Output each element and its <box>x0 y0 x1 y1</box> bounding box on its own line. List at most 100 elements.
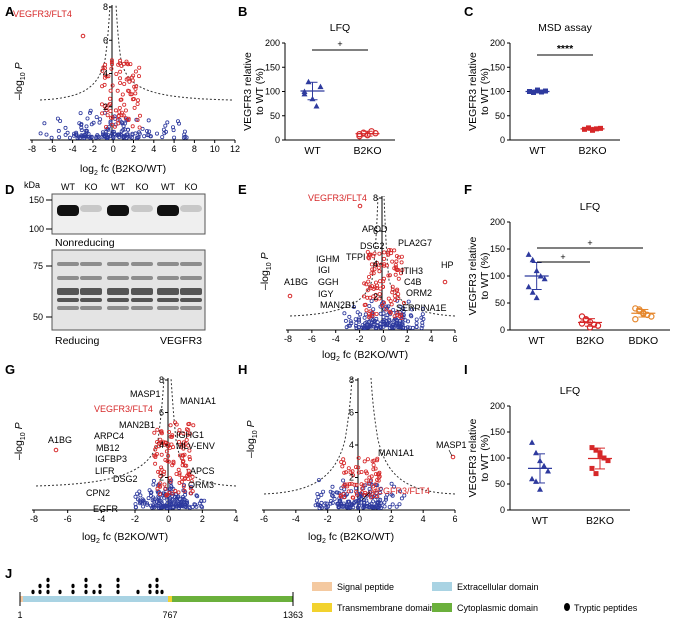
data-point <box>176 467 181 472</box>
blot-band <box>180 298 202 302</box>
data-point <box>529 475 535 482</box>
data-point <box>370 499 375 504</box>
data-point <box>128 92 133 97</box>
data-point <box>382 250 387 255</box>
panel-label-a: A <box>5 4 15 19</box>
significance-label: **** <box>557 43 574 55</box>
data-point <box>168 423 173 428</box>
volcano-a-xticks: -8 -6 -4 -2 0 2 4 6 8 10 12 <box>28 140 240 154</box>
volcano-e-label: PLA2G7 <box>398 238 432 248</box>
x-tick-label: 0 <box>111 144 116 154</box>
data-point <box>321 489 326 494</box>
data-point <box>348 319 353 324</box>
data-point <box>375 500 380 505</box>
signal-peptide-segment <box>20 596 23 602</box>
y-tick-label: 8 <box>103 2 108 12</box>
data-point <box>361 483 366 488</box>
data-point <box>119 110 124 115</box>
data-point <box>165 498 170 503</box>
data-point <box>110 115 115 120</box>
data-point <box>362 459 367 464</box>
data-point <box>162 482 167 487</box>
data-point <box>350 469 355 474</box>
data-point <box>347 314 352 319</box>
panel-label-j: J <box>5 566 12 581</box>
volcano-g-xlabel: log2 fc (B2KO/WT) <box>82 531 168 545</box>
data-point <box>108 119 113 124</box>
x-tick-label: 2 <box>389 514 394 524</box>
data-point <box>593 471 599 477</box>
data-point <box>313 103 320 109</box>
volcano-g-label: CPN2 <box>86 488 110 498</box>
dotplot-title: LFQ <box>580 201 600 213</box>
svg-text:.: . <box>67 0 70 10</box>
data-point <box>380 303 385 308</box>
data-point <box>369 284 374 289</box>
data-point <box>363 469 368 474</box>
data-point <box>372 322 377 327</box>
data-point <box>135 98 140 103</box>
data-point <box>181 443 186 448</box>
data-point <box>49 135 54 140</box>
data-point <box>382 263 387 268</box>
data-point <box>157 483 162 488</box>
volcano-g-label: ARPC4 <box>94 431 124 441</box>
data-point <box>380 284 385 289</box>
data-point <box>171 128 176 133</box>
data-point <box>354 482 359 487</box>
data-point <box>187 421 192 426</box>
data-point <box>541 275 548 282</box>
data-point <box>305 78 312 85</box>
data-point <box>183 502 188 507</box>
x-tick-label: 2 <box>131 144 136 154</box>
data-point <box>374 263 379 268</box>
data-point <box>131 97 136 102</box>
panel-label-d: D <box>5 182 14 197</box>
data-point <box>112 124 117 129</box>
blot-band <box>157 288 179 295</box>
data-point <box>126 76 131 81</box>
data-point <box>392 484 397 489</box>
data-point <box>168 479 173 484</box>
data-point <box>86 131 91 136</box>
panel-label-i: I <box>464 362 468 377</box>
data-point <box>182 497 187 502</box>
y-tick-label: 6 <box>349 408 354 418</box>
tryptic-peptide <box>116 589 120 595</box>
data-point <box>391 307 396 312</box>
data-point <box>529 439 535 445</box>
blot-band <box>157 205 179 216</box>
y-tick-label: 4 <box>103 69 108 79</box>
y-tick-label: 150 <box>490 427 505 437</box>
y-tick-label: 100 <box>490 453 505 463</box>
data-point <box>136 135 141 140</box>
data-point <box>176 490 181 495</box>
panel-label-h: H <box>238 362 247 377</box>
data-point <box>156 494 161 499</box>
tryptic-peptide <box>155 583 159 589</box>
data-point <box>200 505 205 510</box>
data-point <box>371 254 376 259</box>
data-point <box>118 76 123 81</box>
data-point <box>343 470 348 475</box>
data-point <box>401 309 406 314</box>
y-tick-label: 150 <box>490 62 505 72</box>
data-point <box>375 505 380 510</box>
data-point <box>368 313 373 318</box>
data-point <box>351 473 356 478</box>
domain-start: 1 <box>17 610 22 620</box>
panel-label-b: B <box>238 4 247 19</box>
volcano-a-ylabel: –log10 P <box>13 62 27 100</box>
data-point <box>365 325 370 330</box>
data-point <box>369 299 374 304</box>
blot-band <box>180 205 202 212</box>
data-point <box>134 84 139 89</box>
data-point <box>152 499 157 504</box>
data-point <box>125 132 130 137</box>
data-point <box>79 122 84 127</box>
data-point <box>153 454 158 459</box>
data-point <box>340 504 345 509</box>
tryptic-peptide <box>148 589 152 595</box>
data-point <box>118 81 123 86</box>
volcano-e-xlabel: log2 fc (B2KO/WT) <box>322 349 408 363</box>
